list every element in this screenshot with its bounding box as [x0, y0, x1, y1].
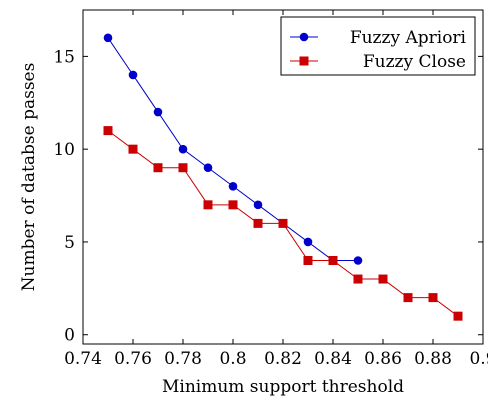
x-axis-title: Minimum support threshold	[162, 377, 404, 397]
data-point-fuzzy-close	[303, 256, 313, 265]
legend-box	[280, 16, 476, 76]
data-point-fuzzy-close	[353, 274, 363, 284]
data-point-fuzzy-apriori	[203, 163, 213, 173]
data-point-fuzzy-apriori	[353, 256, 363, 265]
data-point-fuzzy-apriori	[103, 33, 113, 43]
legend-entry-fuzzy-close: Fuzzy Close	[290, 52, 466, 72]
data-point-fuzzy-close	[278, 218, 288, 228]
y-tick-label: 5	[64, 233, 75, 253]
data-point-fuzzy-close	[403, 293, 413, 303]
x-tick-label: 0.9	[469, 349, 488, 369]
series-layer	[103, 33, 463, 321]
x-tick-label: 0.88	[414, 349, 452, 369]
data-point-fuzzy-close	[228, 200, 238, 210]
x-tick-label: 0.82	[264, 349, 302, 369]
legend-entry-fuzzy-apriori: Fuzzy Apriori	[290, 28, 467, 48]
series-fuzzy-close	[103, 126, 463, 321]
y-axis-title: Number of databse passes	[19, 63, 39, 292]
data-point-fuzzy-close	[328, 256, 338, 265]
data-point-fuzzy-close	[128, 144, 138, 154]
data-point-fuzzy-apriori	[178, 144, 188, 154]
legend-label: Fuzzy Apriori	[350, 28, 467, 48]
data-point-fuzzy-apriori	[228, 181, 238, 191]
y-tick-label: 10	[53, 140, 75, 160]
data-point-fuzzy-close	[453, 311, 463, 321]
data-point-fuzzy-apriori	[253, 200, 263, 210]
legend-marker	[299, 32, 309, 42]
data-point-fuzzy-close	[378, 274, 388, 284]
data-point-fuzzy-apriori	[153, 107, 163, 117]
data-point-fuzzy-close	[203, 200, 213, 210]
y-tick-label: 15	[53, 47, 75, 67]
data-point-fuzzy-close	[153, 163, 163, 173]
data-point-fuzzy-close	[178, 163, 188, 173]
x-tick-label: 0.8	[219, 349, 246, 369]
axis-ticks: 0.74 0.76 0.78 0.8 0.82 0.84 0.86 0.88 0.9 0 5 10 15	[53, 10, 488, 369]
x-tick-label: 0.78	[164, 349, 202, 369]
legend-label: Fuzzy Close	[363, 52, 466, 72]
data-point-fuzzy-close	[428, 293, 438, 303]
data-point-fuzzy-apriori	[303, 237, 313, 247]
data-point-fuzzy-close	[253, 218, 263, 228]
x-tick-label: 0.86	[364, 349, 402, 369]
data-point-fuzzy-apriori	[128, 70, 138, 80]
x-tick-label: 0.84	[314, 349, 352, 369]
legend: Fuzzy Apriori Fuzzy Close	[280, 16, 476, 76]
x-tick-label: 0.74	[64, 349, 102, 369]
y-tick-label: 0	[64, 326, 75, 346]
data-point-fuzzy-close	[103, 126, 113, 136]
legend-marker	[299, 56, 309, 66]
x-tick-label: 0.76	[114, 349, 152, 369]
